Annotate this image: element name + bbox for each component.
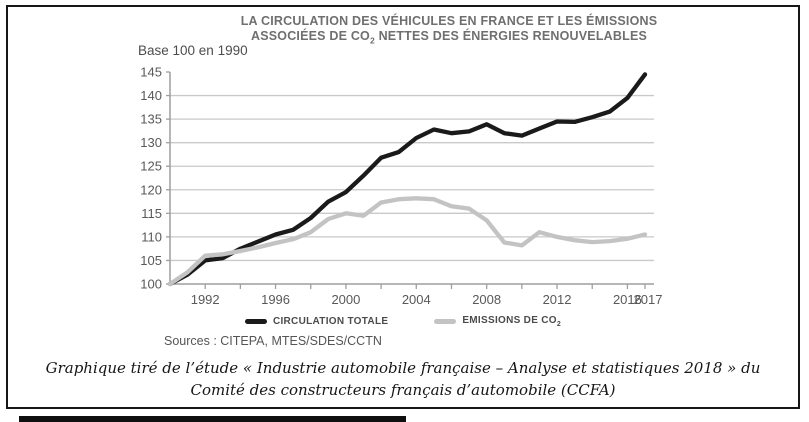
svg-text:2012: 2012 xyxy=(543,292,572,307)
circulation-legend-swatch xyxy=(244,319,267,324)
svg-text:105: 105 xyxy=(140,253,162,268)
caption-line2: Comité des constructeurs français d’auto… xyxy=(190,380,616,399)
svg-text:1992: 1992 xyxy=(191,292,220,307)
svg-text:1996: 1996 xyxy=(261,292,290,307)
svg-text:135: 135 xyxy=(140,112,162,127)
svg-text:140: 140 xyxy=(140,88,162,103)
svg-text:2017: 2017 xyxy=(634,292,663,307)
cropped-element-edge xyxy=(19,416,406,422)
y-axis-tick-labels: 100 105 110 115 120 125 130 135 140 145 xyxy=(140,65,170,292)
legend-item-emissions: EMISSIONS DE CO2 xyxy=(434,315,561,328)
chart-title-line2: ASSOCIÉES DE CO2 NETTES DES ÉNERGIES REN… xyxy=(250,28,648,46)
svg-text:120: 120 xyxy=(140,182,162,197)
svg-text:100: 100 xyxy=(140,277,162,292)
emissions-legend-swatch xyxy=(434,319,457,324)
chart-title: LA CIRCULATION DES VÉHICULES EN FRANCE E… xyxy=(118,14,780,48)
legend-item-circulation: CIRCULATION TOTALE xyxy=(244,316,389,327)
svg-text:2016: 2016 xyxy=(613,292,642,307)
caption-line1: Graphique tiré de l’étude « Industrie au… xyxy=(45,359,761,377)
svg-text:115: 115 xyxy=(141,206,162,221)
base-100-label: Base 100 en 1990 xyxy=(138,43,248,58)
sources-label: Sources : CITEPA, MTES/SDES/CCTN xyxy=(164,334,382,348)
gridlines xyxy=(170,94,654,262)
figure-frame: LA CIRCULATION DES VÉHICULES EN FRANCE E… xyxy=(6,5,800,409)
chart-legend: CIRCULATION TOTALE EMISSIONS DE CO2 xyxy=(8,315,798,328)
co2-subscript: 2 xyxy=(369,35,375,45)
svg-text:2008: 2008 xyxy=(472,292,501,307)
circulation-totale-line xyxy=(167,72,648,287)
svg-text:2000: 2000 xyxy=(331,292,360,307)
line-chart: 100 105 110 115 120 125 130 135 140 145 1992 1996 20… xyxy=(140,65,663,308)
figure-caption: Graphique tiré de l’étude « Industrie au… xyxy=(20,358,786,401)
circulation-legend-label: CIRCULATION TOTALE xyxy=(272,316,389,327)
svg-text:2004: 2004 xyxy=(402,292,431,307)
svg-text:125: 125 xyxy=(140,159,162,174)
emissions-de-co2-line xyxy=(167,196,648,287)
svg-text:145: 145 xyxy=(140,65,162,80)
svg-text:110: 110 xyxy=(141,229,162,244)
x-axis-ticks xyxy=(204,284,646,289)
svg-text:130: 130 xyxy=(140,135,162,150)
emissions-legend-label: EMISSIONS DE CO2 xyxy=(462,315,562,328)
axes xyxy=(169,72,654,285)
chart-title-line1: LA CIRCULATION DES VÉHICULES EN FRANCE E… xyxy=(240,14,658,28)
